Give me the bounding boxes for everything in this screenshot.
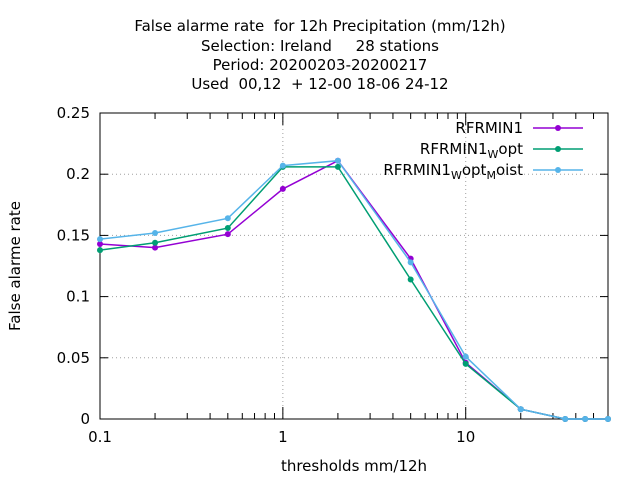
x-tick-label: 1: [278, 428, 288, 446]
chart-title-line-2: Selection: Ireland 28 stations: [201, 37, 439, 55]
chart-title-line-3: Period: 20200203-20200217: [212, 56, 428, 74]
chart-title-line-1: False alarme rate for 12h Precipitation …: [134, 17, 506, 35]
series-3-point: [407, 259, 414, 266]
y-axis-label: False alarme rate: [6, 201, 24, 331]
legend-label-1: RFRMIN1: [455, 119, 523, 137]
plot-frame: [99, 112, 609, 420]
legend-label-3: RFRMIN1WoptMoist: [383, 161, 523, 182]
series-2-point: [462, 360, 469, 367]
series-line-1: [99, 159, 608, 420]
series-3-point: [462, 353, 469, 360]
x-tick-label: 10: [456, 428, 475, 446]
legend-marker-1: [555, 125, 561, 131]
series-3-point: [334, 157, 341, 164]
series-2-point: [97, 247, 103, 254]
legend-marker-3: [555, 167, 561, 173]
series-3-point: [152, 229, 159, 236]
y-tick-label: 0.05: [57, 349, 90, 367]
ticks: 0 0.05 0.1 0.15 0.2 0.25 0.1 1 10: [57, 104, 608, 446]
y-tick-label: 0.1: [66, 288, 90, 306]
grid: [99, 113, 608, 419]
x-axis-label: thresholds mm/12h: [281, 457, 427, 475]
y-tick-label: 0.2: [66, 165, 90, 183]
series-3-point: [605, 416, 611, 422]
x-tick-label: 0.1: [88, 428, 112, 446]
series-2-point: [334, 163, 341, 170]
legend-marker-2: [555, 146, 561, 152]
series-1-point: [279, 185, 286, 192]
legend-label-2: RFRMIN1Wopt: [420, 140, 523, 161]
series-3-point: [582, 416, 589, 422]
series-1-point: [97, 240, 103, 247]
series-line-3: [99, 159, 608, 420]
series-3-point: [97, 236, 103, 243]
chart-title-line-4: Used 00,12 + 12-00 18-06 24-12: [191, 75, 449, 93]
series-3-point: [562, 416, 569, 422]
series-layer: [97, 157, 611, 422]
series-1-point: [224, 231, 231, 238]
y-tick-label: 0.15: [57, 226, 90, 244]
series-3-point: [224, 215, 231, 222]
y-tick-label: 0: [80, 410, 90, 428]
series-2-point: [152, 239, 159, 246]
series-2-point: [224, 225, 231, 232]
series-3-point: [279, 162, 286, 169]
series-2-point: [407, 276, 414, 283]
series-line-2: [99, 166, 608, 420]
series-3-point: [517, 406, 524, 413]
series-1-point: [152, 244, 159, 251]
y-tick-label: 0.25: [57, 104, 90, 122]
